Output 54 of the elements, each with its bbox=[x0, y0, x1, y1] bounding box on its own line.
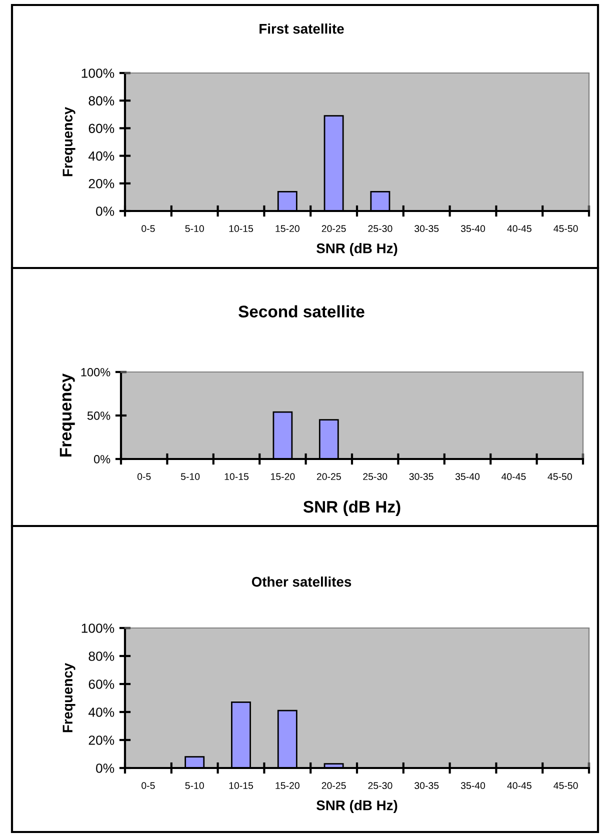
x-tick-label: 40-45 bbox=[507, 225, 532, 232]
y-axis-title: Frequency bbox=[62, 662, 76, 732]
x-tick-label: 20-25 bbox=[316, 473, 341, 480]
x-tick-label: 25-30 bbox=[363, 473, 388, 480]
x-tick-label: 25-30 bbox=[368, 225, 392, 232]
y-tick-label: 0% bbox=[96, 764, 114, 773]
x-tick-label: 40-45 bbox=[501, 473, 526, 480]
x-axis-title: SNR (dB Hz) bbox=[303, 500, 400, 516]
x-tick-label: 30-35 bbox=[414, 782, 439, 790]
y-tick-label: 20% bbox=[88, 178, 114, 188]
y-tick-label: 40% bbox=[88, 151, 114, 161]
x-tick-label: 15-20 bbox=[276, 225, 300, 232]
x-tick-label: 5-10 bbox=[185, 782, 204, 790]
x-tick-label: 5-10 bbox=[185, 225, 204, 232]
chart-title: Second satellite bbox=[238, 305, 364, 318]
x-tick-label: 5-10 bbox=[180, 473, 200, 480]
x-tick-label: 35-40 bbox=[460, 225, 486, 232]
y-tick-label: 100% bbox=[81, 368, 110, 376]
x-tick-label: 25-30 bbox=[368, 782, 392, 790]
y-tick-label: 60% bbox=[88, 124, 114, 134]
y-tick-label: 0% bbox=[96, 206, 114, 216]
x-tick-label: 40-45 bbox=[507, 782, 532, 790]
x-tick-label: 20-25 bbox=[322, 225, 346, 232]
y-tick-label: 40% bbox=[88, 708, 114, 717]
x-axis-title: SNR (dB Hz) bbox=[316, 800, 398, 813]
x-tick-label: 30-35 bbox=[409, 473, 434, 480]
y-tick-label: 0% bbox=[94, 455, 110, 464]
x-tick-label: 35-40 bbox=[455, 473, 480, 480]
x-tick-label: 10-15 bbox=[229, 225, 254, 232]
y-axis-title: Frequency bbox=[60, 373, 75, 457]
x-tick-label: 35-40 bbox=[460, 782, 486, 790]
y-tick-label: 100% bbox=[82, 624, 114, 633]
x-tick-label: 45-50 bbox=[554, 782, 578, 790]
y-tick-label: 20% bbox=[88, 736, 114, 745]
x-tick-label: 0-5 bbox=[142, 225, 155, 232]
chart-title: Other satellites bbox=[252, 576, 352, 587]
y-tick-label: 50% bbox=[87, 412, 110, 420]
x-tick-label: 10-15 bbox=[224, 473, 249, 480]
x-tick-label: 45-50 bbox=[548, 473, 572, 480]
x-tick-label: 10-15 bbox=[229, 782, 254, 790]
x-tick-label: 15-20 bbox=[271, 473, 295, 480]
x-tick-label: 45-50 bbox=[554, 225, 578, 232]
y-tick-label: 60% bbox=[88, 680, 114, 689]
y-tick-label: 80% bbox=[88, 96, 114, 106]
x-tick-label: 20-25 bbox=[322, 782, 346, 790]
x-tick-label: 15-20 bbox=[276, 782, 300, 790]
x-axis-title: SNR (dB Hz) bbox=[316, 243, 398, 256]
chart-title: First satellite bbox=[260, 24, 344, 34]
x-tick-label: 0-5 bbox=[142, 782, 155, 790]
y-tick-label: 80% bbox=[88, 652, 114, 661]
x-tick-label: 0-5 bbox=[137, 473, 151, 480]
y-axis-title: Frequency bbox=[62, 106, 76, 176]
x-tick-label: 30-35 bbox=[414, 225, 439, 232]
y-tick-label: 100% bbox=[82, 68, 114, 78]
